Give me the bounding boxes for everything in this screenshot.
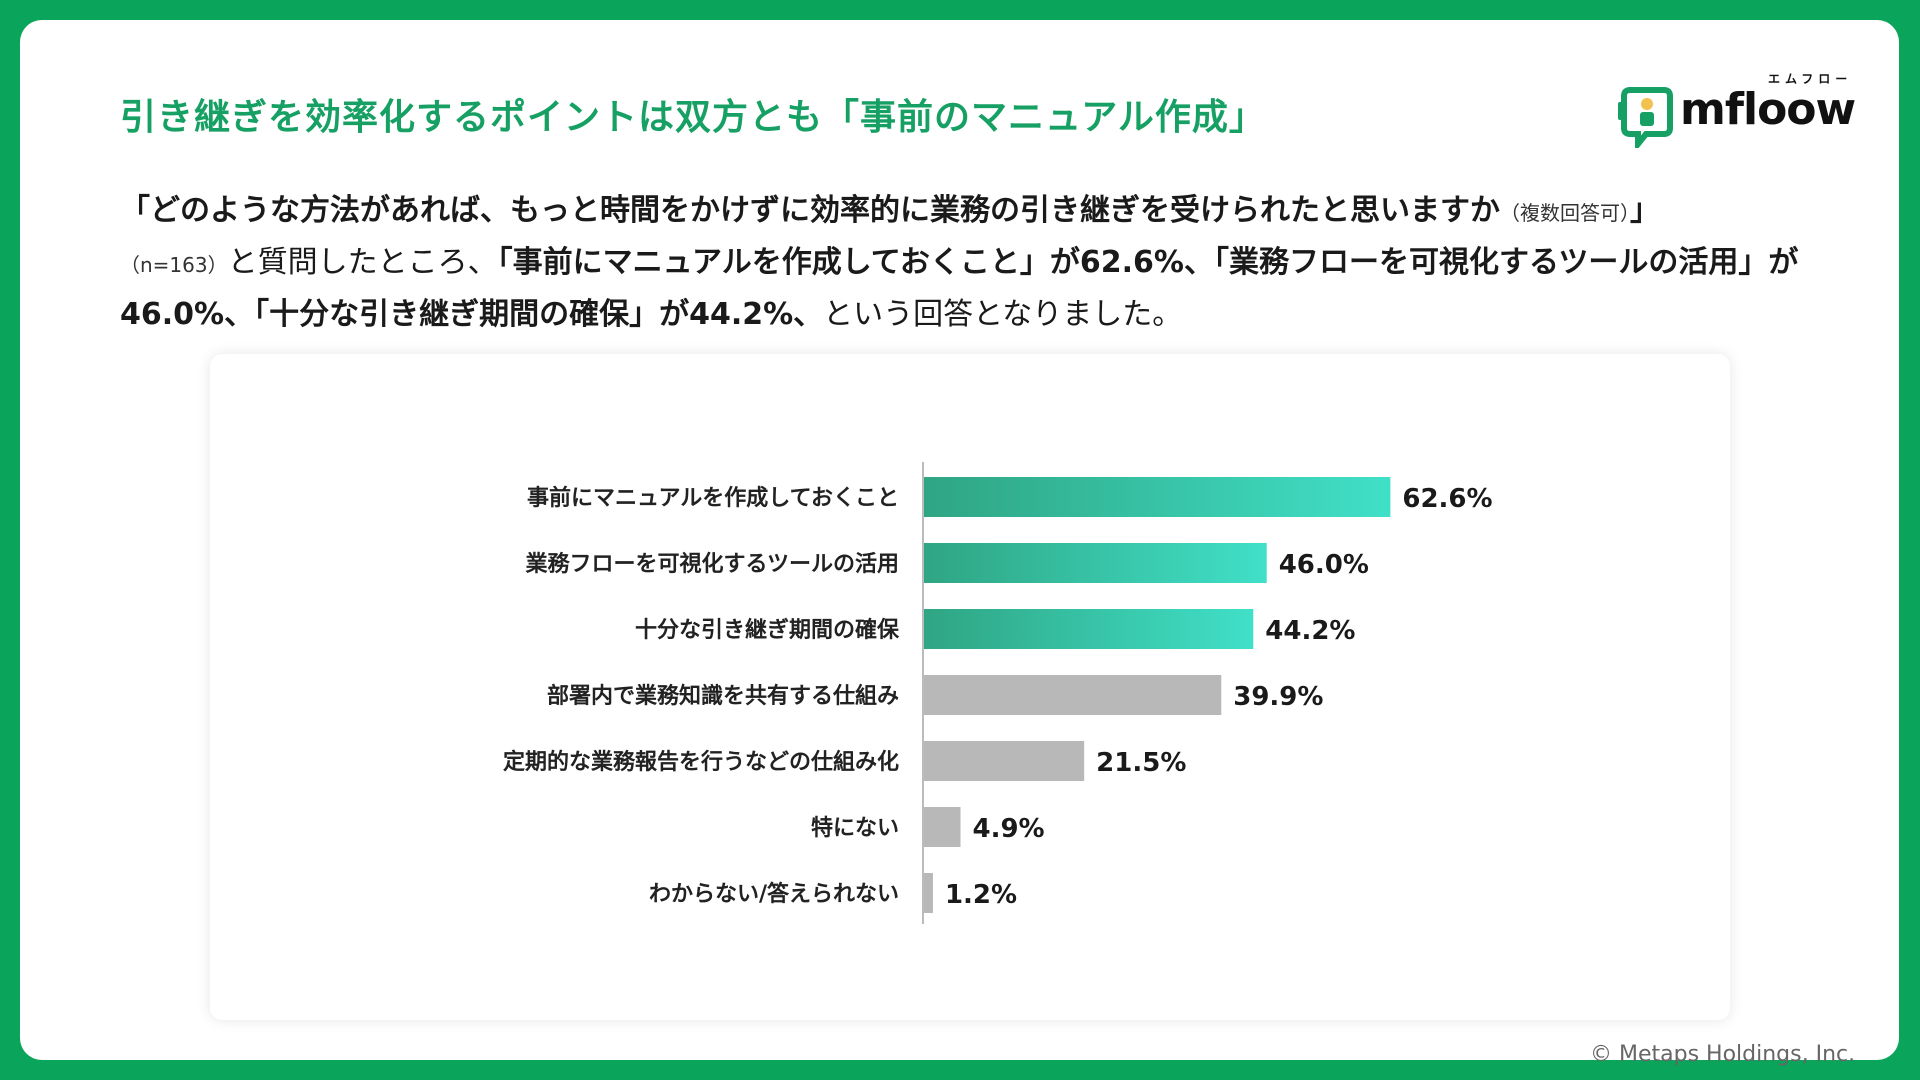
sample-size-note: （n=163）	[120, 253, 228, 277]
bar	[924, 477, 1391, 517]
answer-2-text: 「業務フローを可視化するツールの活用」が46.0%、	[120, 245, 1799, 332]
bar	[924, 873, 933, 913]
logo-kana: エムフロー	[1768, 72, 1853, 86]
category-label: 特にない	[811, 815, 899, 841]
ending-text: という回答となりました。	[823, 297, 1183, 332]
bar	[924, 807, 961, 847]
value-label: 44.2%	[1265, 616, 1355, 646]
category-label: 部署内で業務知識を共有する仕組み	[547, 683, 899, 709]
category-label: わからない/答えられない	[649, 881, 899, 907]
chart-panel: 事前にマニュアルを作成しておくこと 62.6% 業務フローを可視化するツールの活用 4…	[210, 354, 1730, 1020]
answer-1-text: 「事前にマニュアルを作成しておくこと」が62.6%、	[497, 245, 1214, 280]
value-label: 4.9%	[973, 814, 1045, 844]
answer-3-text: 「十分な引き継ぎ期間の確保」が44.2%、	[254, 297, 824, 332]
category-label: 事前にマニュアルを作成しておくこと	[527, 485, 899, 511]
logo-wordmark: mfloow	[1680, 84, 1856, 135]
bar-chart: 事前にマニュアルを作成しておくこと 62.6% 業務フローを可視化するツールの活用 4…	[503, 462, 1493, 924]
mfloow-logo: エムフロー mfloow	[1616, 72, 1866, 148]
chat-bubble-person-icon	[1618, 87, 1673, 148]
headline: 引き継ぎを効率化するポイントは双方とも「事前のマニュアル作成」	[120, 97, 1266, 138]
value-label: 62.6%	[1402, 484, 1492, 514]
value-label: 21.5%	[1096, 748, 1186, 778]
category-label: 業務フローを可視化するツールの活用	[525, 551, 899, 577]
bar	[924, 543, 1267, 583]
value-label: 1.2%	[945, 880, 1017, 910]
value-label: 46.0%	[1279, 550, 1369, 580]
multiple-answer-note: （複数回答可）	[1500, 201, 1630, 225]
question-close: 」	[1630, 193, 1660, 228]
intro-text: と質問したところ、	[227, 245, 498, 280]
copyright: © Metaps Holdings, Inc.	[1590, 1042, 1856, 1067]
category-label: 定期的な業務報告を行うなどの仕組み化	[503, 749, 899, 775]
bar	[924, 675, 1222, 715]
value-label: 39.9%	[1233, 682, 1323, 712]
question-text: 「どのような方法があれば、もっと時間をかけずに効率的に業務の引き継ぎを受けられた…	[120, 193, 1500, 228]
category-label: 十分な引き継ぎ期間の確保	[635, 617, 900, 643]
slide-card: 引き継ぎを効率化するポイントは双方とも「事前のマニュアル作成」 エムフロー mf…	[20, 20, 1899, 1067]
bar	[924, 609, 1254, 649]
description: 「どのような方法があれば、もっと時間をかけずに効率的に業務の引き継ぎを受けられた…	[120, 186, 1850, 339]
bar	[924, 741, 1085, 781]
